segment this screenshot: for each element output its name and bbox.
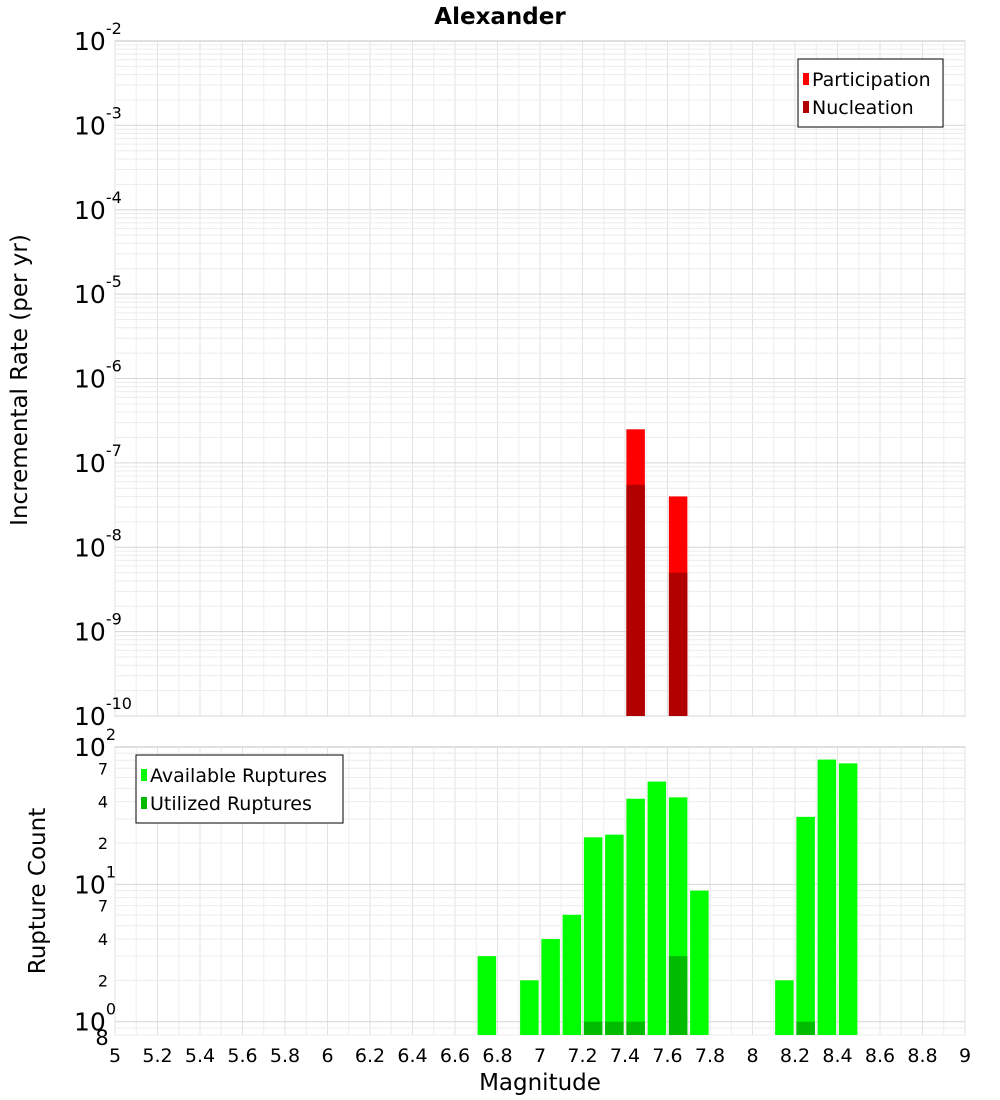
legend-entry: Available Ruptures [150, 765, 327, 787]
legend-swatch [141, 769, 147, 781]
legend-swatch [141, 797, 147, 809]
bar-available-ruptures [690, 890, 709, 1035]
rate-y-tick-label: 10-3 [74, 103, 122, 140]
count-y-minor-tick-label: 2 [98, 834, 108, 853]
x-axis-label: Magnitude [479, 1070, 601, 1096]
bar-utilized-ruptures [668, 956, 688, 1035]
x-tick-label: 6.6 [440, 1045, 470, 1067]
x-tick-label: 7.4 [610, 1045, 640, 1067]
bar-available-ruptures [541, 939, 560, 1035]
x-tick-label: 8 [746, 1045, 758, 1067]
bar-available-ruptures [562, 914, 582, 1035]
rate-y-tick-label: 10-4 [74, 188, 122, 225]
count-y-minor-tick-label: 7 [98, 759, 108, 778]
bar-utilized-ruptures [583, 1021, 603, 1035]
rate-grid [114, 41, 966, 717]
x-tick-label: 5.8 [270, 1045, 300, 1067]
bar-available-ruptures [838, 763, 858, 1035]
rate-y-axis-label: Incremental Rate (per yr) [7, 234, 33, 526]
bar-utilized-ruptures [605, 1021, 624, 1035]
count-y-tick-label: 100 [74, 1000, 116, 1037]
rate-y-tick-label: 10-5 [74, 272, 122, 309]
bar-nucleation [626, 484, 645, 716]
count-y-minor-tick-label: 7 [98, 897, 108, 916]
x-tick-label: 5.2 [142, 1045, 172, 1067]
bar-utilized-ruptures [626, 1021, 645, 1035]
legend-swatch [803, 73, 809, 85]
x-tick-label: 6.2 [355, 1045, 385, 1067]
x-tick-label: 5.6 [227, 1045, 257, 1067]
x-tick-label: 6 [321, 1045, 333, 1067]
count-y-axis-label: Rupture Count [25, 808, 51, 974]
x-tick-label: 8.6 [865, 1045, 895, 1067]
chart-title: Alexander [434, 4, 566, 30]
legend-box [797, 58, 944, 128]
count-y-minor-tick-label: 4 [98, 930, 108, 949]
bar-available-ruptures [520, 980, 539, 1035]
rate-panel: 10-10 10-9 10-8 10-7 10-6 10-5 10-4 10-3 10-2 In… [7, 19, 966, 731]
magnitude-x-ticks: 5 5.2 5.4 5.6 5.8 6 6.2 6.4 6.6 6.8 7 7.2 7.4 7.6 7.8 8… [109, 1045, 971, 1067]
x-tick-label: 5 [109, 1045, 121, 1067]
bar-available-ruptures [605, 834, 624, 1035]
count-y-ticks: 100 101 102 8 2 4 7 2 4 7 [74, 725, 116, 1050]
rate-y-tick-label: 10-2 [74, 19, 122, 56]
legend-entry: Nucleation [812, 97, 914, 119]
rate-bars [626, 429, 688, 716]
x-tick-label: 7.6 [652, 1045, 682, 1067]
rate-y-tick-label: 10-8 [74, 525, 122, 562]
legend-entry: Participation [812, 69, 931, 91]
rate-y-tick-label: 10-9 [74, 610, 122, 647]
bar-available-ruptures [796, 816, 815, 1035]
x-tick-label: 9 [959, 1045, 971, 1067]
bar-available-ruptures [477, 956, 497, 1035]
x-tick-label: 8.2 [780, 1045, 810, 1067]
count-y-minor-tick-label: 4 [98, 793, 108, 812]
x-tick-label: 8.8 [907, 1045, 937, 1067]
x-tick-label: 6.4 [397, 1045, 427, 1067]
bar-available-ruptures [647, 781, 667, 1035]
x-tick-label: 7.8 [695, 1045, 725, 1067]
x-tick-label: 6.8 [482, 1045, 512, 1067]
count-y-tick-label: 101 [74, 862, 116, 899]
bar-nucleation [668, 572, 688, 716]
count-y-minor-tick-label: 8 [95, 1026, 108, 1050]
legend-box [135, 754, 344, 824]
rate-y-tick-label: 10-6 [74, 357, 122, 394]
count-bars [477, 759, 858, 1035]
count-y-tick-label: 102 [74, 725, 116, 762]
count-y-minor-tick-label: 2 [98, 971, 108, 990]
count-legend: Available Ruptures Utilized Ruptures [135, 754, 344, 824]
x-tick-label: 5.4 [185, 1045, 215, 1067]
bar-available-ruptures [626, 798, 645, 1035]
bar-available-ruptures [583, 837, 603, 1035]
count-panel: 100 101 102 8 2 4 7 2 4 7 5 5.2 5.4 5.6 5.8 6 6.2 6.4 6.6… [25, 725, 971, 1096]
legend-entry: Utilized Ruptures [150, 793, 312, 815]
rate-y-ticks: 10-10 10-9 10-8 10-7 10-6 10-5 10-4 10-3 10-2 [74, 19, 132, 731]
rate-y-tick-label: 10-10 [74, 694, 132, 731]
x-tick-label: 7.2 [567, 1045, 597, 1067]
bar-utilized-ruptures [796, 1021, 815, 1035]
x-tick-label: 7 [534, 1045, 546, 1067]
bar-available-ruptures [817, 759, 837, 1035]
x-tick-label: 8.4 [822, 1045, 852, 1067]
bar-available-ruptures [775, 980, 794, 1035]
rate-legend: Participation Nucleation [797, 58, 944, 128]
rate-y-tick-label: 10-7 [74, 441, 122, 478]
legend-swatch [803, 101, 809, 113]
